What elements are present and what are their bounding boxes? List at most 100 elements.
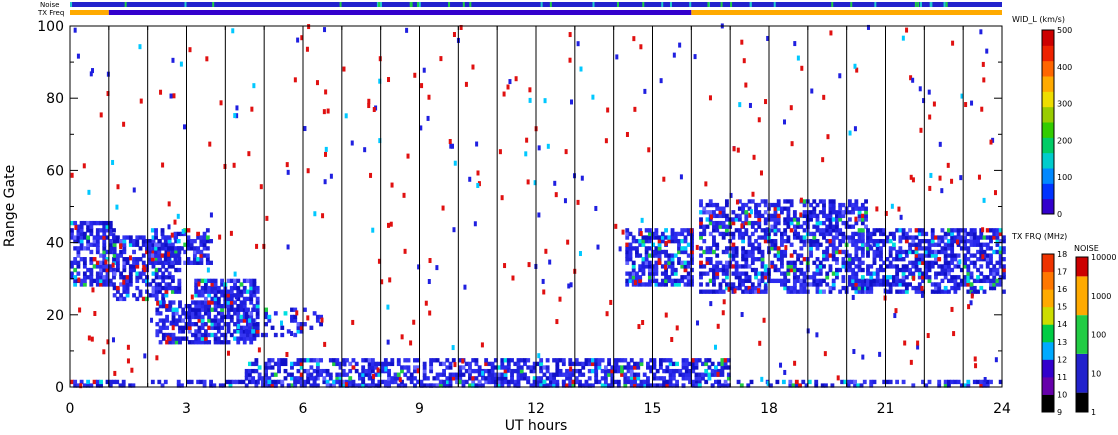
scatter-cell bbox=[799, 238, 804, 244]
scatter-cell bbox=[699, 253, 703, 258]
scatter-cell bbox=[191, 340, 195, 345]
scatter-cell bbox=[838, 213, 843, 219]
txfreq-colorbar-tick: 12 bbox=[1057, 355, 1067, 364]
scatter-cell bbox=[247, 322, 252, 327]
scatter-cell bbox=[841, 238, 846, 244]
scatter-cell bbox=[458, 358, 463, 363]
scatter-cell bbox=[216, 300, 221, 305]
scatter-cell bbox=[584, 358, 589, 363]
scatter-cell bbox=[285, 162, 289, 168]
scatter-cell bbox=[236, 285, 241, 291]
scatter-cell bbox=[277, 365, 281, 370]
scatter-cell bbox=[135, 242, 140, 247]
scatter-cell bbox=[664, 249, 668, 255]
scatter-cell bbox=[786, 206, 791, 211]
scatter-cell bbox=[749, 379, 754, 385]
scatter-cell bbox=[783, 253, 788, 258]
scatter-cell bbox=[737, 217, 742, 222]
scatter-cell bbox=[879, 267, 883, 273]
y-tick-label: 0 bbox=[55, 380, 64, 396]
scatter-cell bbox=[161, 235, 166, 240]
scatter-cell bbox=[716, 371, 720, 377]
scatter-cell bbox=[773, 264, 778, 269]
scatter-cell bbox=[484, 376, 489, 381]
scatter-cell bbox=[686, 253, 691, 258]
scatter-cell bbox=[932, 101, 936, 107]
scatter-cell bbox=[699, 224, 703, 229]
scatter-cell bbox=[809, 238, 813, 244]
scatter-cell bbox=[670, 260, 675, 265]
scatter-cell bbox=[895, 278, 900, 284]
scatter-cell bbox=[646, 365, 650, 370]
scatter-cell bbox=[857, 289, 862, 294]
scatter-cell bbox=[724, 264, 729, 269]
scatter-cell bbox=[105, 235, 110, 240]
scatter-cell bbox=[91, 68, 95, 74]
scatter-cell bbox=[924, 271, 929, 276]
scatter-cell bbox=[238, 379, 243, 385]
scatter-cell bbox=[946, 246, 951, 251]
scatter-cell bbox=[757, 213, 762, 219]
scatter-cell bbox=[528, 97, 532, 103]
scatter-cell bbox=[163, 260, 168, 265]
scatter-cell bbox=[754, 202, 758, 208]
noise-bar-mark bbox=[730, 2, 733, 7]
scatter-cell bbox=[822, 231, 826, 237]
scatter-cell bbox=[721, 210, 726, 215]
scatter-cell bbox=[750, 289, 755, 294]
scatter-cell bbox=[581, 372, 586, 377]
scatter-cell bbox=[909, 359, 913, 365]
scatter-cell bbox=[786, 260, 791, 265]
scatter-cell bbox=[972, 235, 977, 240]
scatter-cell bbox=[644, 246, 649, 251]
scatter-cell bbox=[383, 358, 388, 363]
scatter-cell bbox=[280, 361, 285, 367]
scatter-cell bbox=[770, 224, 775, 229]
scatter-cell bbox=[178, 303, 182, 309]
scatter-cell bbox=[536, 376, 540, 381]
scatter-cell bbox=[901, 278, 906, 284]
scatter-cell bbox=[665, 368, 670, 374]
scatter-cell bbox=[780, 253, 784, 258]
scatter-cell bbox=[809, 202, 813, 208]
scatter-cell bbox=[796, 235, 801, 240]
scatter-cell bbox=[115, 238, 120, 244]
scatter-cell bbox=[950, 285, 955, 291]
scatter-cell bbox=[642, 383, 647, 388]
scatter-cell bbox=[474, 376, 479, 381]
scatter-cell bbox=[594, 379, 599, 385]
scatter-cell bbox=[815, 332, 819, 338]
scatter-cell bbox=[754, 275, 758, 280]
scatter-cell bbox=[158, 311, 163, 316]
scatter-cell bbox=[678, 42, 682, 48]
scatter-cell bbox=[705, 202, 710, 208]
scatter-cell bbox=[1002, 238, 1006, 244]
scatter-cell bbox=[908, 249, 912, 255]
scatter-cell bbox=[646, 376, 650, 381]
scatter-cell bbox=[976, 275, 980, 280]
scatter-cell bbox=[979, 379, 984, 385]
scatter-cell bbox=[247, 151, 251, 157]
scatter-cell bbox=[102, 228, 107, 233]
scatter-cell bbox=[417, 264, 421, 270]
scatter-cell bbox=[818, 278, 823, 284]
scatter-cell bbox=[708, 220, 713, 226]
scatter-cell bbox=[629, 365, 634, 370]
scatter-cell bbox=[998, 264, 1003, 269]
scatter-cell bbox=[760, 271, 765, 276]
scatter-cell bbox=[741, 238, 746, 244]
scatter-cell bbox=[545, 358, 550, 363]
scatter-cell bbox=[847, 282, 852, 287]
scatter-cell bbox=[670, 257, 675, 262]
scatter-cell bbox=[818, 267, 823, 273]
scatter-cell bbox=[539, 361, 544, 367]
scatter-cell bbox=[857, 285, 862, 291]
scatter-cell bbox=[79, 282, 84, 287]
scatter-cell bbox=[670, 278, 675, 284]
scatter-cell bbox=[875, 238, 880, 244]
scatter-cell bbox=[174, 311, 179, 316]
scatter-cell bbox=[300, 35, 304, 41]
scatter-cell bbox=[802, 278, 807, 284]
scatter-cell bbox=[468, 372, 472, 377]
scatter-cell bbox=[699, 264, 703, 269]
